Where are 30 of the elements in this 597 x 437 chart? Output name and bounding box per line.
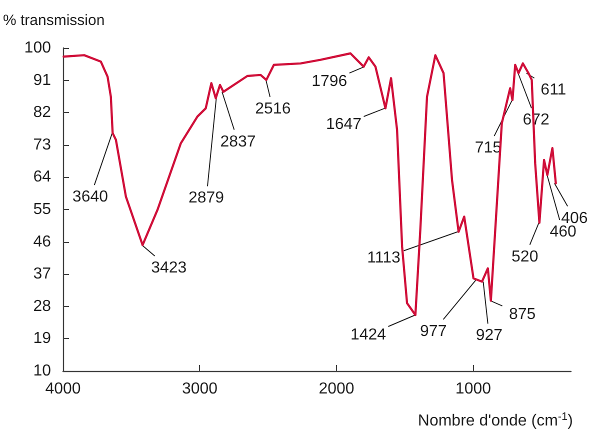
y-tick-label: 82 xyxy=(33,104,52,122)
y-tick-label: 55 xyxy=(33,201,52,218)
y-tick-label: 100 xyxy=(24,40,52,56)
y-tick-label: 37 xyxy=(33,266,52,283)
y-tick-label: 64 xyxy=(33,168,52,186)
y-tick-label: 46 xyxy=(33,233,52,250)
x-tick-label: 3000 xyxy=(182,380,218,398)
y-tick-label: 28 xyxy=(33,298,52,315)
annotation: 520 xyxy=(512,248,538,266)
x-tick-label: 2000 xyxy=(318,380,354,398)
annotation: 927 xyxy=(476,327,503,344)
annotation: 3640 xyxy=(72,188,108,206)
annotation: 2879 xyxy=(188,190,224,207)
x-tick-label: 4000 xyxy=(45,380,81,398)
y-tick-label: 73 xyxy=(33,136,52,154)
annotation: 2516 xyxy=(255,100,291,118)
annotation: 1796 xyxy=(312,73,348,90)
annotation: 2837 xyxy=(220,133,256,150)
y-axis-title: % transmission xyxy=(3,12,105,29)
annotation: 1647 xyxy=(326,116,362,133)
x-tick-label: 1000 xyxy=(455,380,492,398)
annotation: 611 xyxy=(540,82,566,99)
annotation: 875 xyxy=(508,306,536,324)
annotation: 1113 xyxy=(367,249,400,266)
y-tick-label: 19 xyxy=(33,330,52,348)
annotation: 1424 xyxy=(350,326,386,344)
y-tick-label: 10 xyxy=(33,362,52,380)
annotation: 3423 xyxy=(151,260,187,277)
annotation: 977 xyxy=(420,322,447,340)
y-tick-label: 91 xyxy=(33,72,52,89)
